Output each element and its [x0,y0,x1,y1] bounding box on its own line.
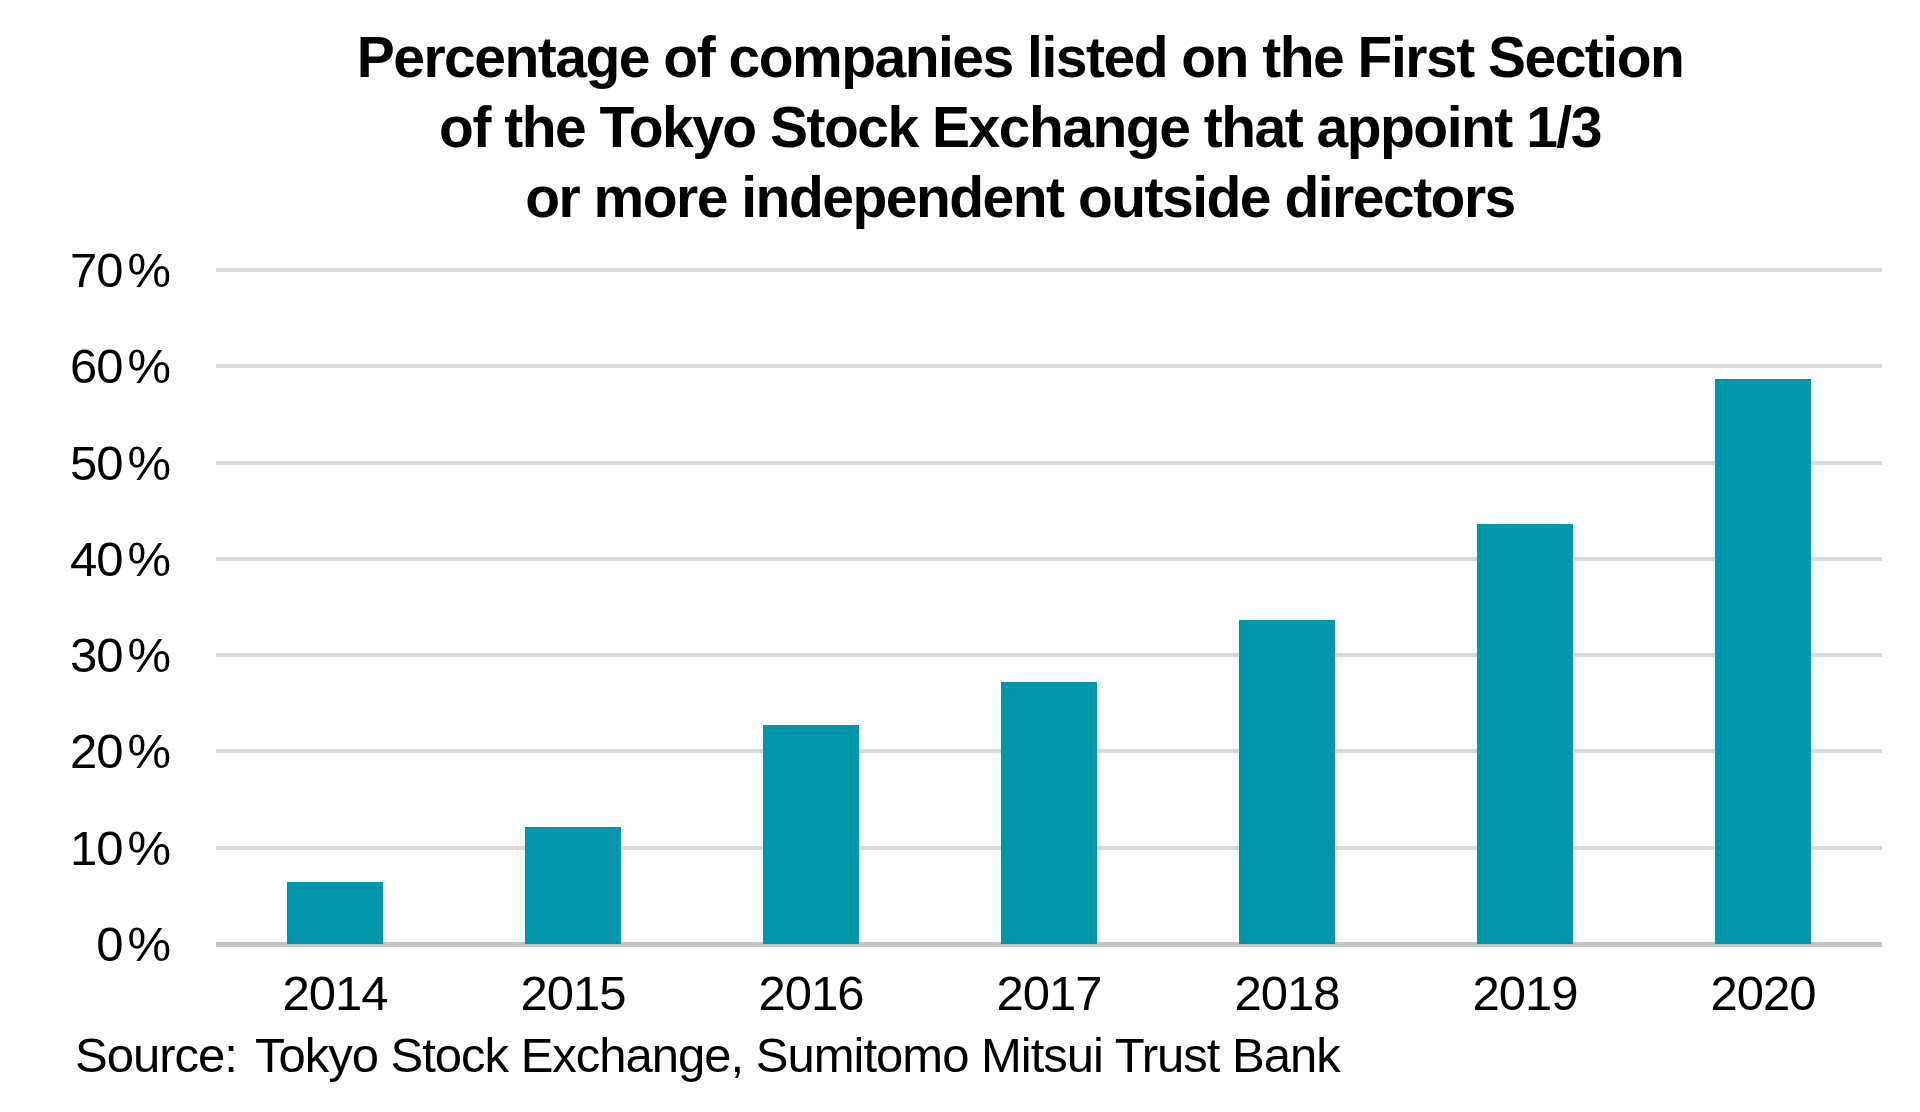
y-tick-number: 0 [96,917,122,971]
y-tick-number: 60 [70,339,123,393]
bar-2019 [1477,524,1573,944]
y-tick-number: 30 [70,628,123,682]
y-tick-percent-sign: % [127,338,170,394]
chart-canvas: Percentage of companies listed on the Fi… [0,0,1920,1112]
y-tick-percent-sign: % [127,627,170,683]
gridline-30 [216,653,1882,657]
gridline-50 [216,461,1882,465]
y-tick-10: 10% [0,820,170,876]
gridline-40 [216,557,1882,561]
y-tick-20: 20% [0,723,170,779]
bar-2014 [287,882,383,944]
y-tick-percent-sign: % [127,242,170,298]
x-label-2016: 2016 [691,966,931,1020]
bar-2015 [525,827,621,944]
y-tick-percent-sign: % [127,531,170,587]
gridline-60 [216,364,1882,368]
bar-2016 [763,725,859,944]
x-label-2017: 2017 [929,966,1169,1020]
y-tick-number: 50 [70,436,123,490]
x-label-2015: 2015 [453,966,693,1020]
plot-area: 0%10%20%30%40%50%60%70%20142015201620172… [0,0,1920,1112]
y-tick-0: 0% [0,916,170,972]
y-tick-number: 20 [70,724,123,778]
bar-2018 [1239,620,1335,944]
source-label: Source: [75,1028,237,1082]
y-tick-30: 30% [0,627,170,683]
y-tick-number: 10 [70,821,123,875]
gridline-70 [216,268,1882,272]
y-tick-50: 50% [0,435,170,491]
y-tick-40: 40% [0,531,170,587]
bar-2017 [1001,682,1097,944]
x-label-2020: 2020 [1643,966,1883,1020]
y-tick-60: 60% [0,338,170,394]
x-label-2019: 2019 [1405,966,1645,1020]
x-label-2018: 2018 [1167,966,1407,1020]
y-tick-percent-sign: % [127,916,170,972]
x-label-2014: 2014 [215,966,455,1020]
y-tick-percent-sign: % [127,435,170,491]
y-tick-number: 70 [70,243,123,297]
bar-2020 [1715,379,1811,944]
y-tick-percent-sign: % [127,820,170,876]
y-tick-70: 70% [0,242,170,298]
y-tick-number: 40 [70,532,123,586]
source-text: Tokyo Stock Exchange, Sumitomo Mitsui Tr… [255,1028,1340,1082]
y-tick-percent-sign: % [127,723,170,779]
source-note: Source: Tokyo Stock Exchange, Sumitomo Mi… [75,1026,1340,1084]
